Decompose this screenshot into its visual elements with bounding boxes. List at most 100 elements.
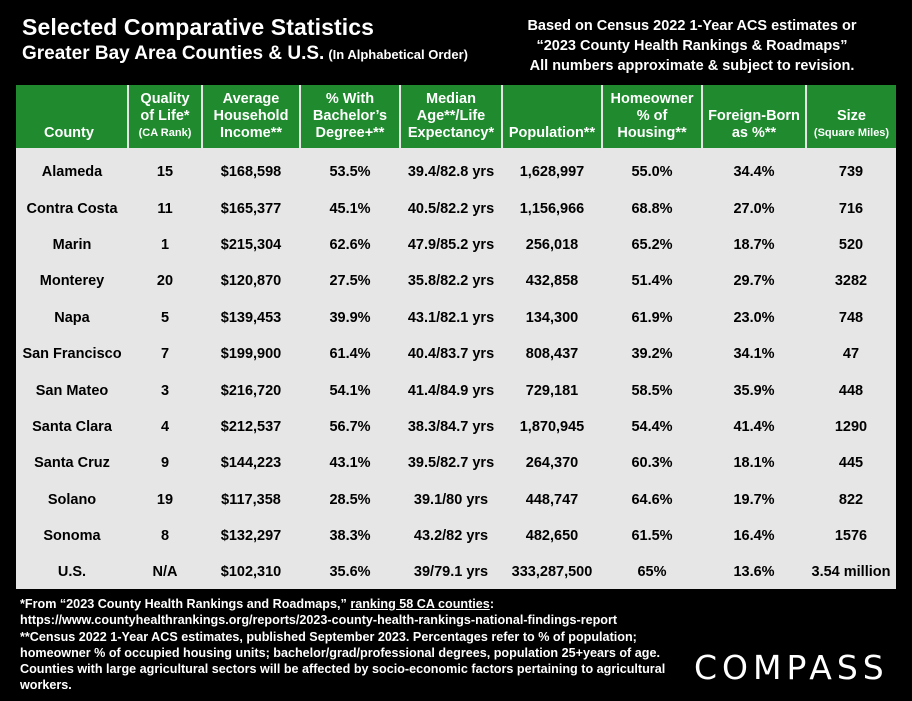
column-header: Foreign-Born as %** bbox=[702, 85, 807, 148]
table-cell: 23.0% bbox=[733, 309, 775, 326]
table-cell: 7 bbox=[160, 346, 170, 363]
table-cell: 28.5% bbox=[329, 491, 371, 508]
table-cell: 5 bbox=[160, 309, 170, 326]
table-cell: 39.2% bbox=[631, 346, 673, 363]
table-header-row: County Quality of Life* (CA Rank) Average Hou… bbox=[16, 85, 896, 148]
table-cell: 1,870,945 bbox=[519, 418, 585, 435]
table-cell: 43.1/82.1 yrs bbox=[407, 309, 495, 326]
table-cell: $144,223 bbox=[220, 455, 282, 472]
table-cell: 729,181 bbox=[525, 382, 579, 399]
table-cell: $212,537 bbox=[220, 418, 282, 435]
table-cell: 34.4% bbox=[733, 164, 775, 181]
ranking-link[interactable]: ranking 58 CA counties bbox=[350, 597, 490, 611]
table-row: Santa Cruz 9 $144,223 43.1% 39.5/82.7 yrs 264… bbox=[16, 445, 896, 481]
table-cell: 9 bbox=[160, 455, 170, 472]
table-cell: 64.6% bbox=[631, 491, 673, 508]
table-cell: 35.8/82.2 yrs bbox=[407, 273, 495, 290]
county-name: Solano bbox=[47, 491, 97, 508]
footnote-1-text: *From “2023 County Health Rankings and R… bbox=[20, 597, 351, 611]
column-header-sub: (CA Rank) bbox=[138, 127, 192, 139]
table-cell: 53.5% bbox=[329, 164, 371, 181]
column-header: Median Age**/Life Expectancy* bbox=[400, 85, 503, 148]
table-cell: 55.0% bbox=[631, 164, 673, 181]
table-cell: 39/79.1 yrs bbox=[413, 564, 489, 581]
table-cell: 41.4% bbox=[733, 418, 775, 435]
table-cell: 3.54 million bbox=[811, 564, 891, 581]
table-cell: 27.5% bbox=[329, 273, 371, 290]
table-cell: 134,300 bbox=[525, 309, 579, 326]
column-header-line: Bachelor’s bbox=[312, 108, 388, 124]
column-header: Average Household Income** bbox=[202, 85, 301, 148]
table-cell: 739 bbox=[838, 164, 864, 181]
table-cell: 8 bbox=[160, 528, 170, 545]
table-cell: 1576 bbox=[834, 528, 868, 545]
table-cell: 333,287,500 bbox=[511, 564, 593, 581]
table-cell: 748 bbox=[838, 309, 864, 326]
column-header-line: County bbox=[44, 125, 94, 141]
county-name: San Mateo bbox=[35, 382, 109, 399]
table-cell: 27.0% bbox=[733, 200, 775, 217]
table-cell: 716 bbox=[838, 200, 864, 217]
column-header: Population** bbox=[502, 85, 603, 148]
footnote-url: https://www.countyhealthrankings.org/rep… bbox=[20, 613, 618, 628]
table-cell: $139,453 bbox=[220, 309, 282, 326]
table-cell: $216,720 bbox=[220, 382, 282, 399]
footnote-2: **Census 2022 1-Year ACS estimates, publ… bbox=[20, 629, 666, 693]
table-cell: 58.5% bbox=[631, 382, 673, 399]
column-header: Homeowner% of Housing** bbox=[602, 85, 703, 148]
table-cell: 445 bbox=[838, 455, 864, 472]
table-cell: 19 bbox=[156, 491, 174, 508]
table-cell: 13.6% bbox=[733, 564, 775, 581]
stats-table-container: County Quality of Life* (CA Rank) Average Hou… bbox=[16, 85, 896, 589]
county-name: Alameda bbox=[41, 164, 103, 181]
table-cell: 62.6% bbox=[329, 236, 371, 253]
column-header-line: Quality bbox=[140, 91, 190, 107]
table-cell: 20 bbox=[156, 273, 174, 290]
column-header-line: as %** bbox=[731, 125, 777, 141]
table-cell: 1,156,966 bbox=[519, 200, 585, 217]
column-header: County bbox=[16, 85, 129, 148]
table-cell: 68.8% bbox=[631, 200, 673, 217]
footnotes: *From “2023 County Health Rankings and R… bbox=[20, 596, 690, 694]
table-cell: 65.2% bbox=[631, 236, 673, 253]
table-cell: 34.1% bbox=[733, 346, 775, 363]
subtitle-main: Greater Bay Area Counties & U.S. bbox=[22, 43, 325, 64]
table-body: Alameda 15 $168,598 53.5% 39.4/82.8 yrs 1,628… bbox=[16, 148, 896, 591]
table-cell: 18.1% bbox=[733, 455, 775, 472]
table-cell: $199,900 bbox=[220, 346, 282, 363]
table-cell: 54.1% bbox=[329, 382, 371, 399]
source-note: Based on Census 2022 1-Year ACS estimate… bbox=[502, 16, 882, 76]
table-cell: 41.4/84.9 yrs bbox=[407, 382, 495, 399]
table-cell: 1 bbox=[160, 236, 170, 253]
table-row: San Mateo 3 $216,720 54.1% 41.4/84.9 yrs 729,… bbox=[16, 372, 896, 408]
table-cell: 822 bbox=[838, 491, 864, 508]
table-cell: 65% bbox=[637, 564, 667, 581]
column-header-line: Average bbox=[222, 91, 280, 107]
table-row: Santa Clara 4 $212,537 56.7% 38.3/84.7 yrs 1,… bbox=[16, 409, 896, 445]
table-cell: 38.3/84.7 yrs bbox=[407, 418, 495, 435]
column-header-line: Population** bbox=[508, 125, 596, 141]
table-cell: 61.9% bbox=[631, 309, 673, 326]
table-row: Contra Costa 11 $165,377 45.1% 40.5/82.2 yrs… bbox=[16, 190, 896, 226]
table-row: Monterey 20 $120,870 27.5% 35.8/82.2 yrs 432,… bbox=[16, 263, 896, 299]
table-cell: $168,598 bbox=[220, 164, 282, 181]
table-cell: 61.5% bbox=[631, 528, 673, 545]
column-header-line: % of bbox=[636, 108, 668, 124]
footnote-1: *From “2023 County Health Rankings and R… bbox=[20, 596, 690, 612]
column-header-line: Size bbox=[836, 108, 866, 124]
table-cell: 11 bbox=[157, 200, 173, 217]
table-cell: 808,437 bbox=[525, 346, 579, 363]
table-cell: 448,747 bbox=[525, 491, 579, 508]
table-cell: $102,310 bbox=[220, 564, 282, 581]
table-cell: 39.4/82.8 yrs bbox=[407, 164, 495, 181]
source-note-line: Based on Census 2022 1-Year ACS estimate… bbox=[527, 18, 857, 34]
footnote-1-suffix: : bbox=[489, 597, 495, 611]
page-subtitle: Greater Bay Area Counties & U.S. (In Alph… bbox=[22, 43, 468, 65]
column-header-line: Housing** bbox=[617, 125, 687, 141]
table-cell: 35.9% bbox=[733, 382, 775, 399]
table-cell: 4 bbox=[160, 418, 170, 435]
table-cell: 47 bbox=[842, 346, 860, 363]
county-name: San Francisco bbox=[22, 346, 122, 363]
table-cell: 18.7% bbox=[733, 236, 775, 253]
county-name: Contra Costa bbox=[26, 200, 118, 217]
